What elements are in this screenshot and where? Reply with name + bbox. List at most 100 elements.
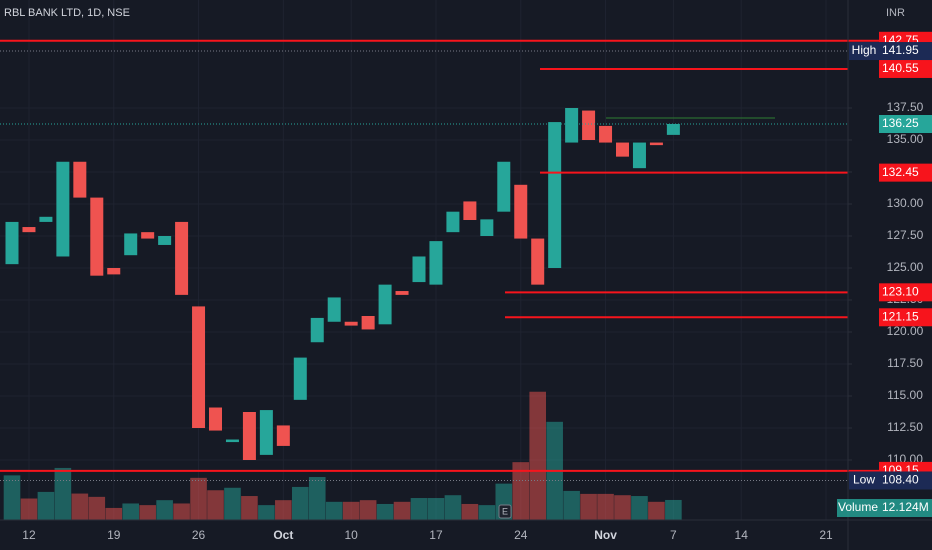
x-tick-label: 17: [429, 528, 443, 542]
last-price-value: 136.25: [882, 116, 919, 130]
volume-bar: [512, 462, 530, 520]
volume-bar: [291, 486, 309, 520]
volume-bar: [275, 500, 292, 520]
candle-body: [107, 268, 121, 275]
candle-body: [548, 122, 562, 268]
y-tick-label: 130.00: [887, 196, 924, 210]
volume-bar: [325, 501, 343, 520]
candle-body: [209, 407, 222, 431]
volume-bar: [156, 500, 173, 520]
volume-bar: [173, 503, 190, 520]
volume-value: 12.124M: [882, 500, 929, 514]
volume-bar: [105, 507, 123, 520]
volume-bar: [139, 505, 156, 520]
y-tick-label: 125.00: [887, 260, 924, 274]
level-tag: [879, 283, 932, 302]
candle-body: [616, 142, 629, 157]
y-tick-label: 120.00: [887, 324, 924, 338]
volume-bar: [444, 495, 462, 520]
volume-bar: [37, 491, 55, 520]
candle-body: [599, 125, 613, 143]
volume-name-box: [837, 499, 879, 517]
volume-bar: [224, 487, 241, 520]
volume-bar: [308, 477, 326, 520]
candle-body: [632, 142, 646, 169]
x-tick-label: 21: [819, 528, 833, 542]
candle-body: [361, 316, 375, 330]
candle-body: [497, 161, 511, 212]
volume-bar: [54, 467, 72, 520]
overlays: E: [0, 39, 932, 519]
volume-bar: [461, 503, 479, 520]
volume-bar: [478, 505, 496, 520]
candle-body: [582, 110, 596, 140]
candle-body: [565, 108, 579, 143]
high-label-box: [849, 42, 879, 61]
candle-body: [141, 232, 155, 239]
volume-bar: [597, 493, 614, 520]
candle-body: [395, 291, 409, 295]
x-tick-label: 7: [670, 528, 677, 542]
volume-value-box: [879, 499, 932, 517]
level-label: 121.15: [882, 309, 919, 323]
x-tick-label: 26: [192, 528, 206, 542]
volume-bar: [20, 498, 38, 520]
candle-body: [429, 241, 443, 285]
volume-bar: [614, 495, 631, 520]
y-tick-label: 135.00: [887, 132, 924, 146]
volume-bar: [71, 493, 89, 520]
volume-bar: [631, 496, 648, 520]
candle-body: [175, 221, 189, 295]
candle-body: [124, 233, 138, 256]
candle-body: [412, 256, 426, 283]
high-tag: [879, 42, 932, 61]
candle-body: [327, 297, 341, 322]
volume-bar: [122, 503, 140, 520]
volume-bar: [427, 498, 445, 520]
level-tag: [879, 163, 932, 182]
level-label: 140.55: [882, 61, 919, 75]
x-tick-label: Nov: [594, 528, 617, 542]
high-label: High: [852, 43, 877, 57]
volume-bar: [529, 391, 547, 520]
candle-body: [310, 317, 324, 343]
candle-body: [5, 221, 19, 265]
volume-name: Volume: [838, 500, 878, 514]
volume-bar: [665, 499, 682, 520]
x-tick-label: 14: [735, 528, 749, 542]
y-tick-label: 112.50: [887, 420, 923, 434]
candle-body: [514, 184, 528, 239]
candles: [5, 108, 680, 460]
volume-bar: [410, 498, 428, 520]
volume-bar: [3, 475, 21, 520]
high-value: 141.95: [882, 43, 919, 57]
candle-body: [463, 201, 477, 220]
y-tick-label: 115.00: [887, 388, 923, 402]
candle-body: [531, 238, 545, 285]
volume-bar: [580, 493, 597, 520]
level-tag: [879, 308, 932, 327]
candle-body: [446, 211, 460, 233]
volume-bar: [241, 496, 258, 520]
low-label: Low: [853, 473, 875, 487]
volume-bar: [648, 501, 665, 520]
candle-body: [259, 410, 273, 455]
candle-body: [378, 284, 392, 325]
y-tick-label: 127.50: [887, 228, 924, 242]
volume-bar: [563, 490, 580, 520]
x-tick-label: 19: [107, 528, 121, 542]
x-tick-label: 10: [344, 528, 358, 542]
candle-body: [666, 124, 680, 135]
last-price-tag: [879, 115, 932, 133]
candle-body: [344, 321, 358, 326]
candle-body: [22, 227, 36, 233]
chart-title: RBL BANK LTD, 1D, NSE: [4, 7, 130, 19]
price-axis: 142.75140.55132.45123.10121.15109.15136.…: [837, 31, 932, 517]
candle-body: [649, 142, 663, 146]
y-tick-label: 137.50: [887, 100, 924, 114]
event-marker: E: [502, 506, 508, 516]
volume-bar: [88, 496, 106, 520]
low-label-box: [849, 471, 879, 490]
